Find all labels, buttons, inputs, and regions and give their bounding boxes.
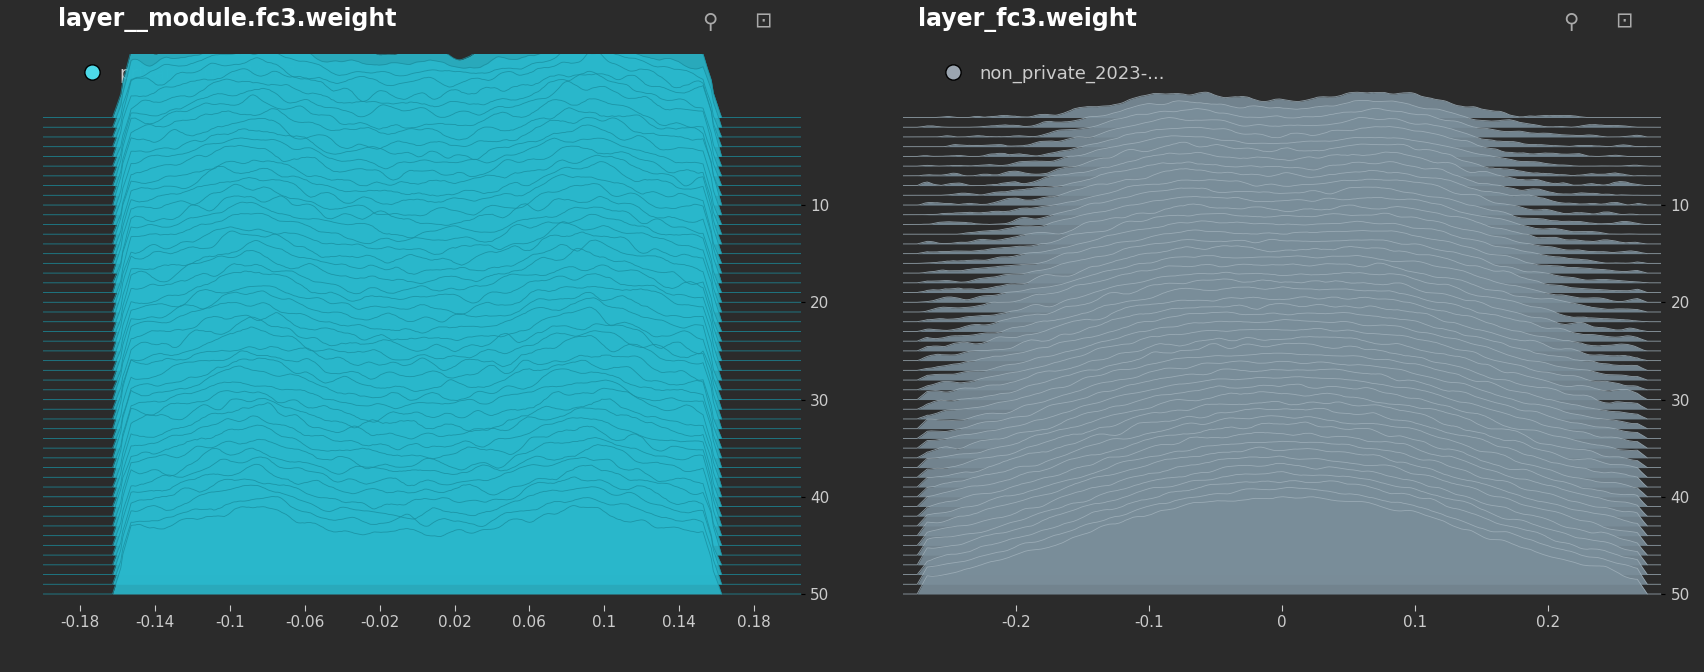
Text: ⚲: ⚲ bbox=[702, 11, 717, 32]
Text: layer_fc3.weight: layer_fc3.weight bbox=[918, 7, 1137, 32]
Legend: non_private_2023-...: non_private_2023-... bbox=[927, 57, 1172, 90]
Text: layer__module.fc3.weight: layer__module.fc3.weight bbox=[58, 7, 397, 32]
Legend: private_2023-10-07...: private_2023-10-07... bbox=[66, 57, 320, 90]
Text: ⚲: ⚲ bbox=[1563, 11, 1578, 32]
Text: ⊡: ⊡ bbox=[755, 11, 772, 32]
Text: ⊡: ⊡ bbox=[1615, 11, 1632, 32]
